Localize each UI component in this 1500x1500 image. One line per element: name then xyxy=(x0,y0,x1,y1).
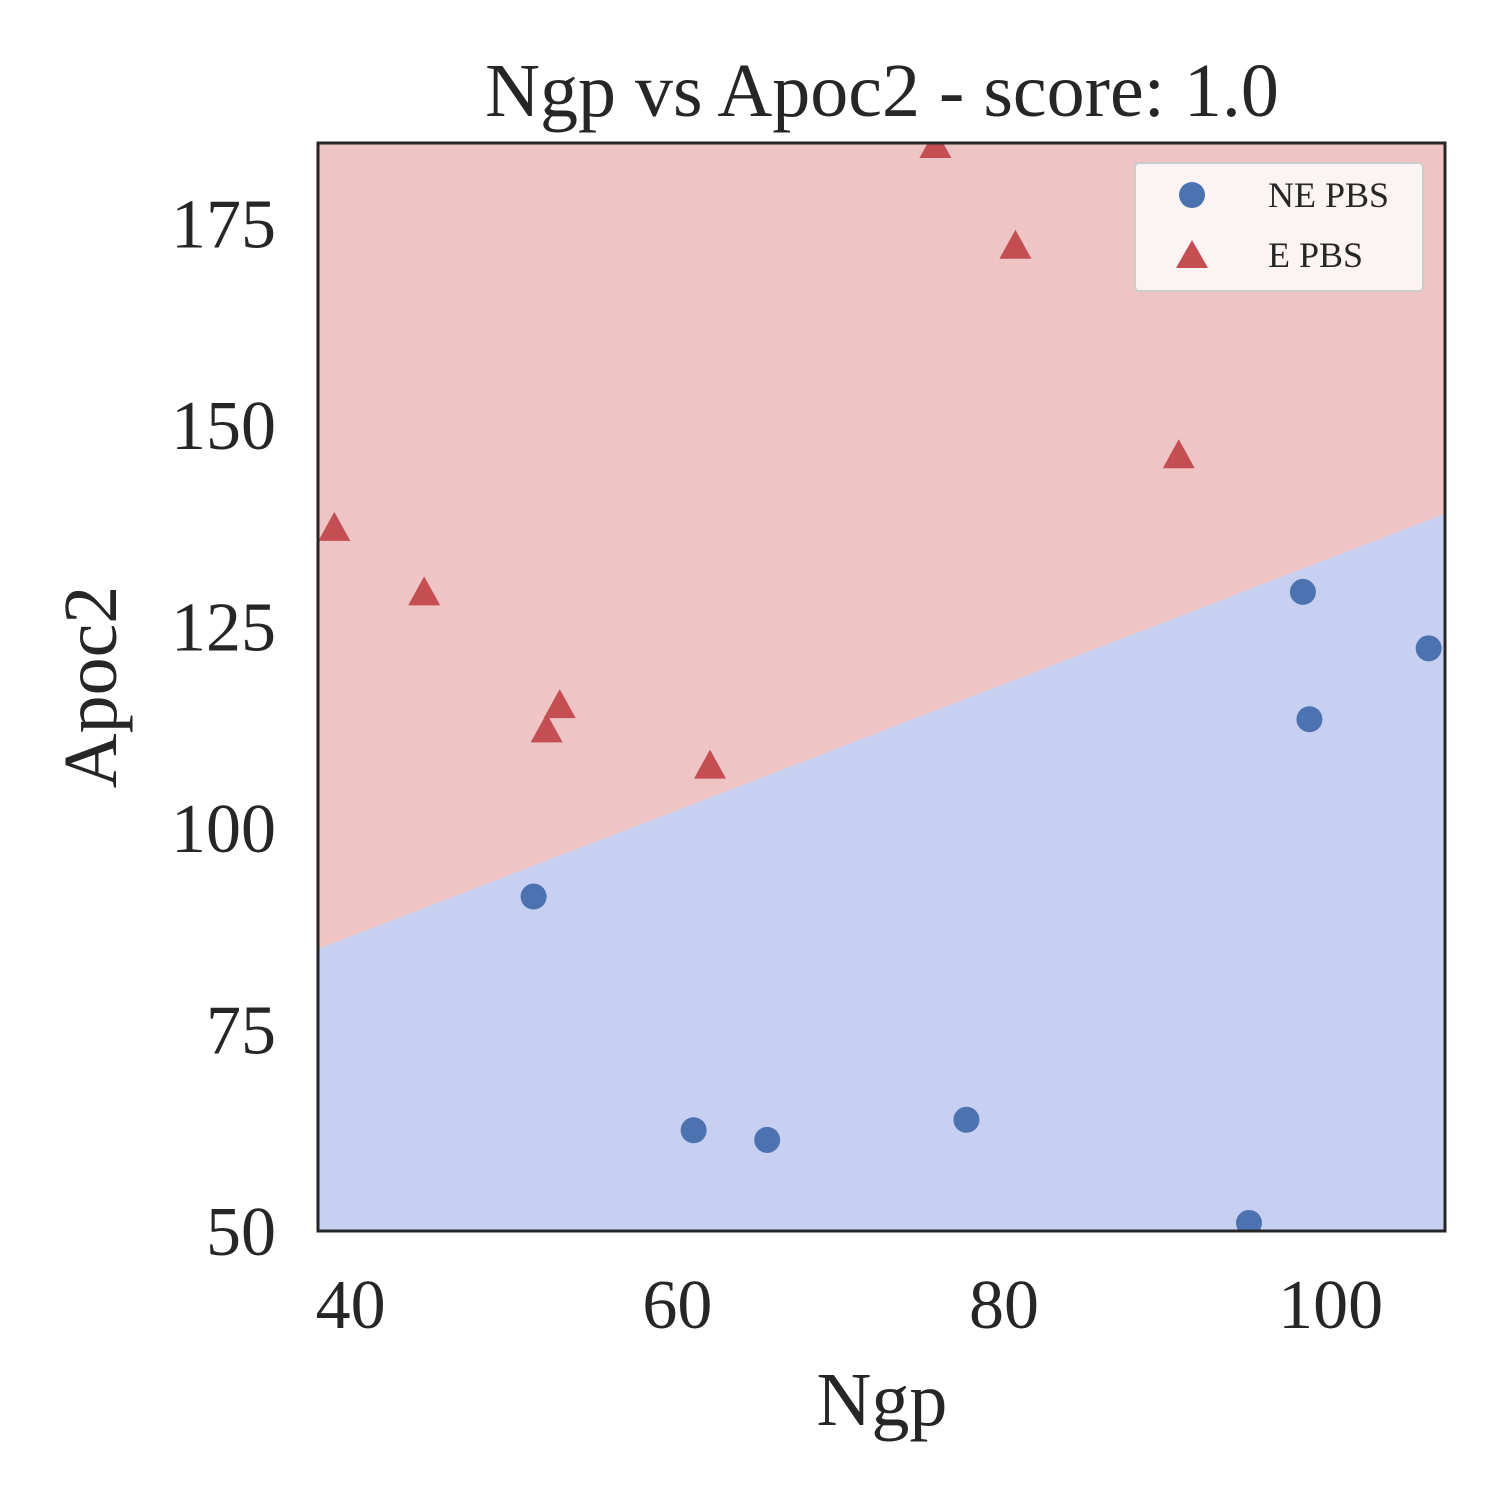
y-tick-125: 125 xyxy=(171,590,276,667)
plot-frame xyxy=(316,141,1447,1233)
region-ne-pbs xyxy=(318,513,1445,1231)
legend-marker-ne-pbs xyxy=(1179,182,1205,208)
point-ne-pbs-5 xyxy=(1236,1209,1262,1231)
point-ne-pbs-2 xyxy=(680,1117,707,1144)
x-tick-60: 60 xyxy=(642,1267,712,1344)
y-tick-175: 175 xyxy=(171,187,276,264)
point-e-pbs-4 xyxy=(543,689,576,719)
legend-label-e-pbs: E PBS xyxy=(1268,235,1363,275)
point-ne-pbs-6 xyxy=(1289,578,1316,605)
x-axis-label: Ngp xyxy=(817,1358,948,1442)
point-e-pbs-5 xyxy=(694,749,726,779)
point-e-pbs-2 xyxy=(408,576,441,606)
point-ne-pbs-3 xyxy=(754,1126,781,1153)
chart-title: Ngp vs Apoc2 - score: 1.0 xyxy=(485,49,1279,133)
point-e-pbs-3 xyxy=(530,713,563,743)
y-axis-label: Apoc2 xyxy=(49,586,133,789)
x-tick-40: 40 xyxy=(316,1267,386,1344)
decision-regions xyxy=(318,143,1445,1231)
point-ne-pbs-1 xyxy=(520,883,547,910)
point-e-pbs-8 xyxy=(1162,439,1195,469)
y-tick-100: 100 xyxy=(171,791,276,868)
y-tick-150: 150 xyxy=(171,388,276,465)
legend-marker-e-pbs xyxy=(1176,240,1208,268)
point-e-pbs-7 xyxy=(999,229,1032,259)
data-points xyxy=(318,143,1442,1231)
legend-label-ne-pbs: NE PBS xyxy=(1268,175,1389,215)
y-tick-labels: 50 75 100 125 150 175 xyxy=(171,187,276,1271)
point-e-pbs-1 xyxy=(318,511,351,541)
x-tick-labels: 40 60 80 100 xyxy=(316,1267,1383,1344)
point-e-pbs-6 xyxy=(919,143,952,159)
point-ne-pbs-4 xyxy=(953,1106,980,1133)
y-tick-75: 75 xyxy=(206,993,276,1070)
legend-box xyxy=(1134,162,1424,292)
region-e-pbs xyxy=(318,143,1445,949)
legend: NE PBS E PBS xyxy=(1134,162,1424,292)
x-tick-100: 100 xyxy=(1278,1267,1383,1344)
point-ne-pbs-8 xyxy=(1415,635,1442,662)
point-ne-pbs-7 xyxy=(1296,706,1323,733)
x-tick-80: 80 xyxy=(969,1267,1039,1344)
y-tick-50: 50 xyxy=(206,1194,276,1271)
